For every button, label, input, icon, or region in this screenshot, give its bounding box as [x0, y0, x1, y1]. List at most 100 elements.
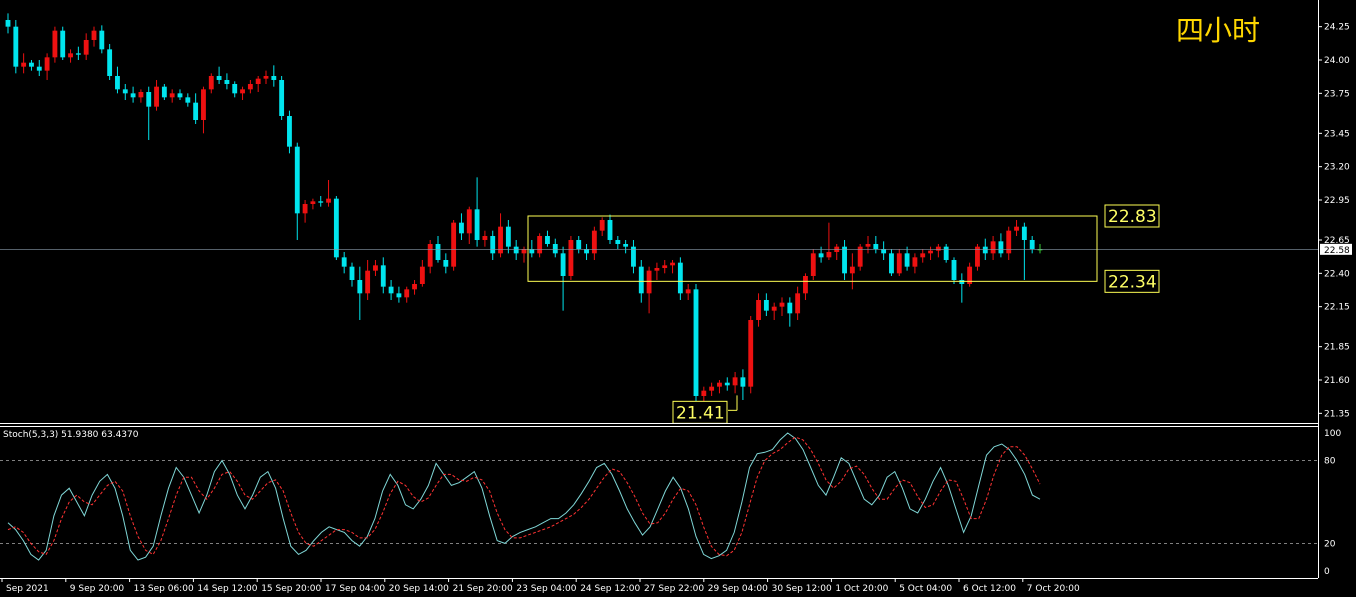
candle-body — [443, 260, 449, 267]
candle-body — [865, 244, 871, 247]
candle-body — [271, 76, 277, 80]
candle-body — [224, 80, 230, 84]
candle-body — [967, 266, 973, 284]
candle-body — [951, 260, 957, 280]
candle-body — [513, 246, 519, 254]
candle-body — [677, 262, 683, 294]
candle-body — [169, 93, 175, 98]
candle-body — [396, 293, 402, 298]
candle-body — [818, 253, 824, 258]
candle-body — [68, 53, 73, 58]
candle-body — [208, 76, 214, 90]
candle-body — [881, 249, 887, 254]
time-tick-label: 21 Sep 20:00 — [453, 584, 513, 594]
price-annotations: 22.83 22.34 21.41 — [672, 204, 1160, 424]
candle-body — [756, 300, 761, 320]
candle-body — [615, 240, 621, 244]
candle-body — [857, 246, 863, 267]
candle-body — [349, 266, 355, 280]
candle-body — [404, 289, 410, 298]
candle-body — [732, 377, 738, 386]
candle-body — [803, 276, 808, 294]
price-panel[interactable]: 22.83 22.34 21.41 — [0, 13, 1318, 424]
annotation-box — [1104, 204, 1160, 228]
candle-body — [982, 246, 988, 254]
candle-body — [451, 222, 457, 267]
candle-body — [904, 253, 910, 267]
candle-body — [373, 265, 378, 271]
time-tick-label: 30 Sep 12:00 — [772, 584, 832, 594]
candle-body — [998, 241, 1004, 254]
candle-body — [232, 84, 238, 94]
candle-body — [709, 386, 715, 391]
candle-body — [412, 284, 417, 290]
candle-body — [216, 76, 222, 80]
candle-body — [333, 198, 339, 258]
candle-body — [138, 92, 144, 98]
candle-body — [161, 86, 167, 98]
candle-body — [873, 244, 879, 250]
range-box[interactable] — [527, 215, 1098, 282]
candle-body — [717, 382, 722, 387]
candle-body — [599, 220, 605, 231]
candle-body — [638, 266, 644, 294]
stochastic-axis: 100 80 20 0 — [1324, 429, 1341, 577]
candle-body — [771, 306, 777, 311]
candle-body — [1037, 249, 1043, 251]
candle-body — [591, 230, 597, 254]
time-tick-label: 14 Sep 12:00 — [197, 584, 257, 594]
candle-body — [341, 257, 347, 267]
candle-body — [646, 270, 652, 294]
candle-body — [201, 89, 206, 120]
time-tick-label: 5 Oct 04:00 — [899, 584, 952, 594]
time-tick-label: 6 Oct 12:00 — [963, 584, 1016, 594]
candle-body — [826, 252, 832, 258]
candle-body — [724, 382, 730, 386]
candle-body — [326, 198, 331, 203]
candle-body — [99, 30, 105, 50]
candle-body — [474, 209, 480, 240]
current-price-tag-bg — [1320, 243, 1352, 255]
candle-body — [505, 226, 511, 247]
candle-body — [959, 280, 965, 284]
candle-body — [842, 246, 847, 274]
price-tick-label: 22.40 — [1324, 269, 1350, 279]
price-tick-label: 21.85 — [1324, 343, 1350, 353]
candle-body — [529, 249, 535, 254]
candle-body — [490, 236, 496, 254]
price-tick-label: 21.35 — [1324, 409, 1350, 419]
candle-body — [122, 89, 128, 94]
candle-body — [185, 97, 191, 103]
time-tick-label: Sep 2021 — [6, 584, 49, 594]
current-price-tag-text: 22.58 — [1324, 246, 1350, 256]
stochastic-panel[interactable]: Stoch(5,3,3) 51.9380 63.4370 — [0, 430, 1318, 561]
time-tick-label: 9 Sep 20:00 — [70, 584, 125, 594]
candle-body — [255, 78, 261, 84]
time-tick-label: 15 Sep 20:00 — [261, 584, 321, 594]
price-tick-label: 22.15 — [1324, 303, 1350, 313]
candle-body — [287, 116, 292, 147]
annotation-label: 22.34 — [1108, 272, 1157, 292]
candle-body — [662, 265, 668, 268]
price-tick-label: 22.65 — [1324, 236, 1350, 246]
candle-body — [247, 84, 253, 90]
stochastic-tick-label: 100 — [1324, 429, 1341, 439]
candle-body — [748, 320, 754, 387]
candle-body — [935, 246, 941, 251]
candle-body — [795, 293, 801, 314]
price-tick-label: 22.95 — [1324, 196, 1350, 206]
candle-body — [482, 236, 488, 240]
candle-body — [365, 270, 371, 294]
candle-body — [576, 240, 582, 250]
candle-body — [388, 286, 394, 294]
candle-body — [920, 253, 926, 258]
candles-layer — [5, 13, 1043, 406]
candle-body — [13, 26, 19, 67]
candle-body — [419, 266, 425, 284]
candle-body — [740, 377, 746, 387]
candle-body — [36, 66, 42, 71]
candle-body — [380, 265, 386, 287]
candle-body — [435, 244, 441, 260]
